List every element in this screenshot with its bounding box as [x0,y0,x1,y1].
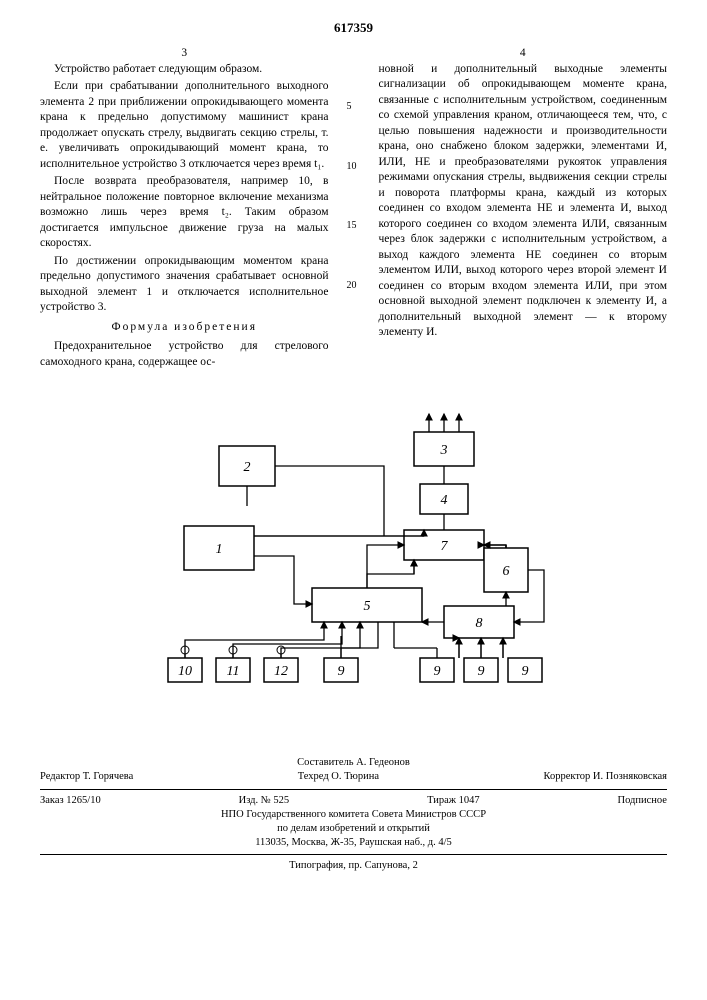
line-mark: 5 [347,100,361,114]
svg-text:6: 6 [502,564,509,579]
para: Предохранительное устройство для стрелов… [40,339,329,370]
svg-text:8: 8 [475,616,482,631]
typography: Типография, пр. Сапунова, 2 [40,859,667,873]
para: Устройство работает следующим образом. [40,62,329,78]
org-line: по делам изобретений и открытий [40,822,667,836]
svg-text:10: 10 [178,664,192,679]
right-column: 4 новной и дополнительный выходные элеме… [379,46,668,372]
svg-text:1: 1 [215,542,222,557]
page-num-left: 3 [40,46,329,62]
box-3: 3 [414,432,474,466]
tech-editor: Техред О. Тюрина [298,770,379,784]
svg-text:2: 2 [243,460,250,475]
org-line: НПО Государственного комитета Совета Мин… [40,808,667,822]
para: новной и дополнительный выходные элемент… [379,62,668,341]
text-columns: 3 Устройство работает следующим образом.… [40,46,667,372]
line-mark: 10 [347,160,361,174]
para: По достижении опрокидывающим моментом кр… [40,254,329,316]
svg-text:9: 9 [477,664,484,679]
para: После возврата преобразователя, например… [40,174,329,252]
svg-text:9: 9 [337,664,344,679]
svg-text:5: 5 [363,599,370,614]
box-6: 6 [484,548,528,592]
page: 617359 3 Устройство работает следующим о… [0,0,707,894]
block-diagram: 3 4 7 2 1 5 6 8 [40,396,667,716]
svg-text:3: 3 [439,443,447,458]
box-9: 9 [420,658,454,682]
page-num-right: 4 [379,46,668,62]
svg-text:9: 9 [433,664,440,679]
box-4: 4 [420,484,468,514]
svg-text:7: 7 [440,539,448,554]
para: Если при срабатывании дополнительного вы… [40,79,329,172]
box-2: 2 [219,446,275,486]
line-mark: 20 [347,279,361,293]
footer-block: Составитель А. Гедеонов Редактор Т. Горя… [40,756,667,873]
corrector: Корректор И. Позняковская [544,770,668,784]
line-mark: 15 [347,219,361,233]
box-1: 1 [184,526,254,570]
editor: Редактор Т. Горячева [40,770,133,784]
edition-no: Изд. № 525 [239,794,290,808]
order-no: Заказ 1265/10 [40,794,101,808]
left-column: 3 Устройство работает следующим образом.… [40,46,329,372]
compiler: Составитель А. Гедеонов [40,756,667,770]
box-7: 7 [404,530,484,560]
line-number-gutter: 5 10 15 20 [347,46,361,372]
svg-text:12: 12 [274,664,288,679]
box-9: 9 [508,658,542,682]
patent-number: 617359 [40,20,667,36]
box-9: 9 [464,658,498,682]
svg-text:11: 11 [226,664,239,679]
svg-text:4: 4 [440,493,447,508]
formula-heading: Формула изобретения [40,320,329,336]
box-5: 5 [312,588,422,622]
org-line: 113035, Москва, Ж-35, Раушская наб., д. … [40,836,667,850]
box-9: 9 [324,658,358,682]
print-run: Тираж 1047 [427,794,480,808]
svg-text:9: 9 [521,664,528,679]
subscription: Подписное [618,794,667,808]
box-8: 8 [444,606,514,638]
